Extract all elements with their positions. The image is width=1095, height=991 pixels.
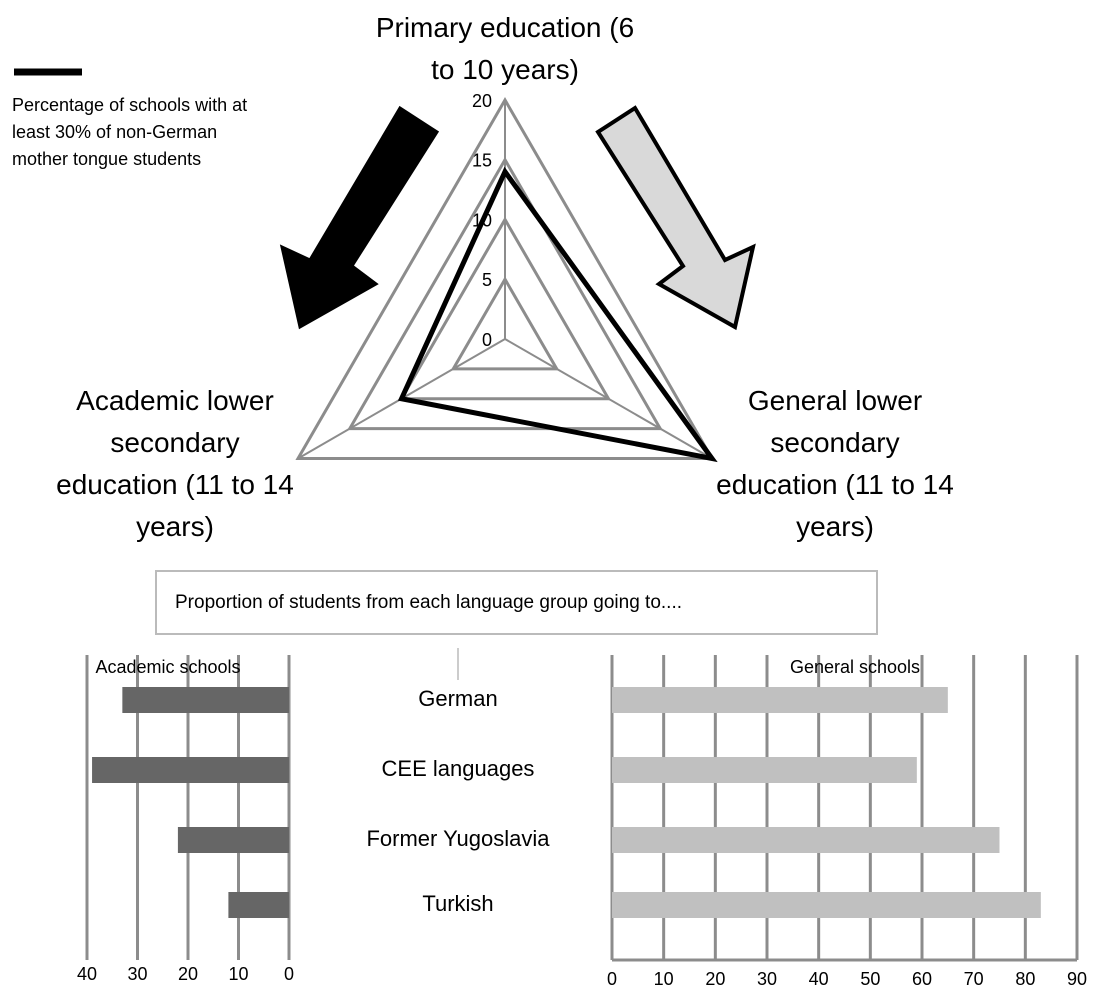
series-title: General schools	[790, 657, 920, 677]
x-tick-label: 0	[607, 969, 617, 989]
x-tick-label: 90	[1067, 969, 1087, 989]
grid-ring	[347, 156, 663, 431]
r-tick-label: 5	[482, 270, 492, 290]
grid-ring	[295, 96, 715, 460]
caption-box: Proportion of students from each languag…	[155, 570, 878, 635]
x-tick-label: 0	[284, 964, 294, 984]
arrow	[595, 105, 756, 331]
category-label: General lower secondary education (11 to…	[716, 385, 954, 542]
r-tick-label: 15	[472, 151, 492, 171]
x-tick-label: 50	[860, 969, 880, 989]
legend-label: Percentage of schools with at least 30% …	[12, 95, 248, 169]
bar	[612, 687, 948, 713]
bar	[612, 827, 1000, 853]
x-tick-label: 70	[964, 969, 984, 989]
bar	[92, 757, 289, 783]
x-tick-label: 30	[757, 969, 777, 989]
x-tick-label: 30	[127, 964, 147, 984]
spoke	[504, 338, 713, 460]
x-tick-label: 10	[654, 969, 674, 989]
x-tick-label: 10	[228, 964, 248, 984]
series-title: Academic schools	[95, 657, 240, 677]
arrow	[279, 105, 440, 330]
bar	[612, 757, 917, 783]
bar	[122, 687, 289, 713]
grid-ring	[450, 276, 560, 371]
category-label: German	[418, 686, 497, 711]
category-label: Primary education (6 to 10 years)	[375, 12, 635, 85]
x-tick-label: 40	[809, 969, 829, 989]
x-tick-label: 40	[77, 964, 97, 984]
bar	[612, 892, 1041, 918]
grid-ring	[398, 216, 612, 401]
x-tick-label: 20	[178, 964, 198, 984]
category-label: Academic lower secondary education (11 t…	[56, 385, 294, 542]
category-label: Former Yugoslavia	[366, 826, 550, 851]
r-tick-label: 20	[472, 91, 492, 111]
category-label: Turkish	[422, 891, 493, 916]
category-label: CEE languages	[382, 756, 535, 781]
bar	[228, 892, 289, 918]
radar-line	[397, 166, 718, 463]
bar	[177, 827, 289, 853]
x-tick-label: 20	[705, 969, 725, 989]
x-tick-label: 80	[1015, 969, 1035, 989]
r-tick-label: 0	[482, 330, 492, 350]
x-tick-label: 60	[912, 969, 932, 989]
